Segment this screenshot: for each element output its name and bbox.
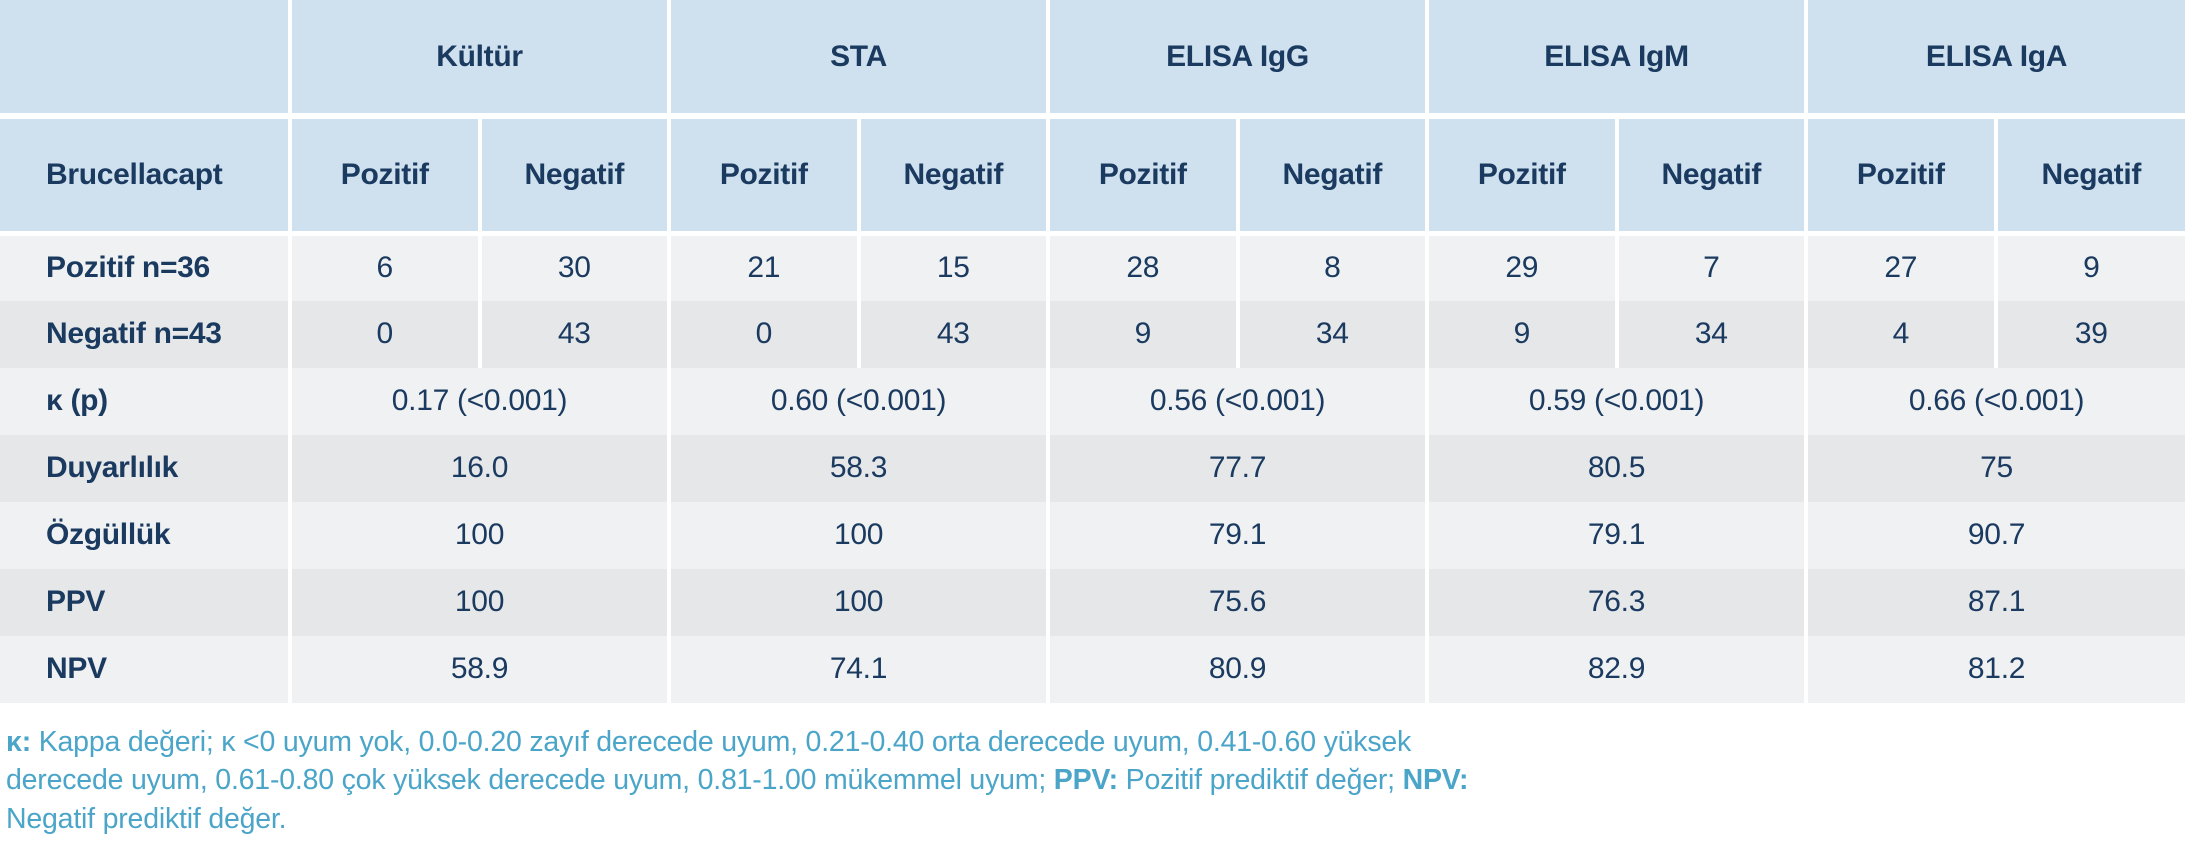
row-label-npv: NPV [0,635,292,703]
value-cell: 100 [669,568,1051,636]
subheader-elisa-igg-pozitif: Pozitif [1048,116,1240,236]
subheader-sta-pozitif: Pozitif [669,116,861,236]
subheader-elisa-igg-negatif: Negatif [1237,116,1430,236]
value-cell: 58.9 [290,635,672,703]
table-row-ppv: PPV 100 100 75.6 76.3 87.1 [0,568,2185,636]
value-cell: 100 [290,568,672,636]
value-cell: 29 [1427,233,1619,301]
row-label-duyarlilik: Duyarlılık [0,434,292,502]
value-cell: 75 [1806,434,2185,502]
group-header-row: Kültür STA ELISA IgG ELISA IgM ELISA IgA [0,0,2185,119]
group-header-elisa-igm: ELISA IgM [1427,0,1809,119]
row-header-brucellacapt: Brucellacapt [0,116,292,236]
group-header-kultur: Kültür [290,0,672,119]
value-cell: 34 [1237,300,1430,368]
subheader-elisa-igm-negatif: Negatif [1616,116,1809,236]
value-cell: 28 [1048,233,1240,301]
value-cell: 100 [669,501,1051,569]
group-header-sta: STA [669,0,1051,119]
value-cell: 30 [479,233,672,301]
subheader-elisa-igm-pozitif: Pozitif [1427,116,1619,236]
table-row-npv: NPV 58.9 74.1 80.9 82.9 81.2 [0,635,2185,703]
value-cell: 0 [669,300,861,368]
footnote-npv-label: NPV: [1402,764,1469,797]
value-cell: 16.0 [290,434,672,502]
group-header-elisa-iga: ELISA IgA [1806,0,2185,119]
value-cell: 0 [290,300,482,368]
value-cell: 80.5 [1427,434,1809,502]
value-cell: 0.59 (<0.001) [1427,367,1809,435]
value-cell: 9 [1995,233,2185,301]
value-cell: 81.2 [1806,635,2185,703]
value-cell: 39 [1995,300,2185,368]
value-cell: 80.9 [1048,635,1430,703]
footnote-kappa-text: Kappa değeri; κ <0 uyum yok, 0.0-0.20 za… [6,725,1412,797]
footnote-ppv-text: Pozitif prediktif değer; [1117,764,1403,797]
value-cell: 21 [669,233,861,301]
value-cell: 43 [479,300,672,368]
value-cell: 8 [1237,233,1430,301]
table-row-ozgulluk: Özgüllük 100 100 79.1 79.1 90.7 [0,501,2185,569]
subheader-sta-negatif: Negatif [858,116,1051,236]
group-header-elisa-igg: ELISA IgG [1048,0,1430,119]
row-label-negatif-n43: Negatif n=43 [0,300,292,368]
value-cell: 27 [1806,233,1998,301]
value-cell: 79.1 [1427,501,1809,569]
row-label-ppv: PPV [0,568,292,636]
value-cell: 58.3 [669,434,1051,502]
table-row-kappa: κ (p) 0.17 (<0.001) 0.60 (<0.001) 0.56 (… [0,367,2185,435]
brucellacapt-comparison-table: Kültür STA ELISA IgG ELISA IgM ELISA IgA… [0,0,2185,703]
value-cell: 6 [290,233,482,301]
value-cell: 76.3 [1427,568,1809,636]
value-cell: 0.60 (<0.001) [669,367,1051,435]
value-cell: 100 [290,501,672,569]
corner-cell [0,0,292,119]
value-cell: 9 [1427,300,1619,368]
footnote-npv-text: Negatif prediktif değer. [6,803,287,835]
subheader-kultur-pozitif: Pozitif [290,116,482,236]
table-row-negatif-n43: Negatif n=43 0 43 0 43 9 34 9 34 4 39 [0,300,2185,368]
value-cell: 82.9 [1427,635,1809,703]
table-row-duyarlilik: Duyarlılık 16.0 58.3 77.7 80.5 75 [0,434,2185,502]
value-cell: 7 [1616,233,1809,301]
value-cell: 34 [1616,300,1809,368]
value-cell: 77.7 [1048,434,1430,502]
value-cell: 87.1 [1806,568,2185,636]
footnote-kappa-label: κ: [6,725,31,758]
value-cell: 9 [1048,300,1240,368]
value-cell: 15 [858,233,1051,301]
value-cell: 4 [1806,300,1998,368]
value-cell: 0.56 (<0.001) [1048,367,1430,435]
row-label-ozgulluk: Özgüllük [0,501,292,569]
subheader-row: Brucellacapt Pozitif Negatif Pozitif Neg… [0,116,2185,236]
footnote-ppv-label: PPV: [1053,764,1118,797]
row-label-pozitif-n36: Pozitif n=36 [0,233,292,301]
value-cell: 74.1 [669,635,1051,703]
value-cell: 90.7 [1806,501,2185,569]
row-label-kappa: κ (p) [0,367,292,435]
subheader-elisa-iga-pozitif: Pozitif [1806,116,1998,236]
value-cell: 75.6 [1048,568,1430,636]
value-cell: 0.17 (<0.001) [290,367,672,435]
table-row-pozitif-n36: Pozitif n=36 6 30 21 15 28 8 29 7 27 9 [0,233,2185,301]
value-cell: 0.66 (<0.001) [1806,367,2185,435]
subheader-kultur-negatif: Negatif [479,116,672,236]
table-footnote: κ: Kappa değeri; κ <0 uyum yok, 0.0-0.20… [0,723,1506,839]
subheader-elisa-iga-negatif: Negatif [1995,116,2185,236]
value-cell: 43 [858,300,1051,368]
value-cell: 79.1 [1048,501,1430,569]
